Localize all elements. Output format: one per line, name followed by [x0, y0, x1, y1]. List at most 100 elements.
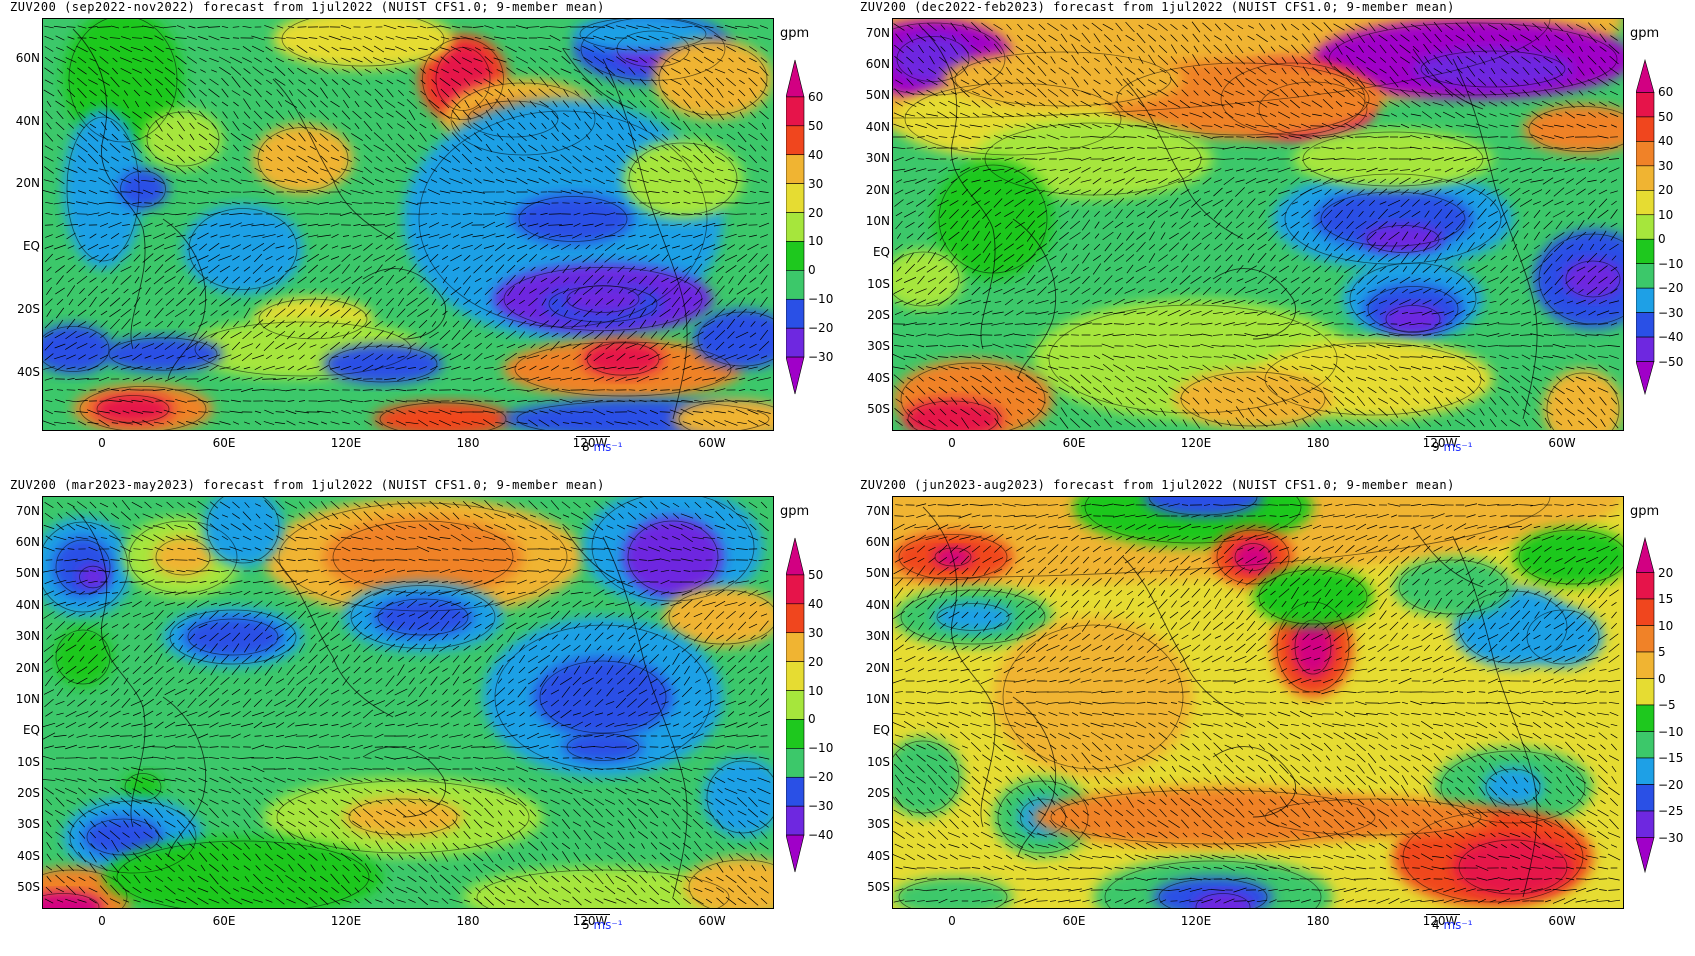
anomaly-region [943, 49, 1183, 109]
reference-unit: ms⁻¹ [1443, 918, 1473, 932]
contour-line [706, 760, 773, 834]
latitude-label: 20N [15, 660, 40, 675]
reference-unit: ms⁻¹ [1443, 440, 1473, 454]
colorbar-tick-label: −40 [1658, 330, 1684, 345]
colorbar-tick-label: −30 [1658, 305, 1684, 320]
latitude-label: 50N [865, 566, 890, 581]
colorbar-bin [1635, 651, 1655, 679]
colorbar-tick-label: −50 [1658, 354, 1684, 369]
latitude-label: 70N [865, 503, 890, 518]
latitude-label: 30N [865, 629, 890, 644]
latitude-label: EQ [872, 245, 890, 260]
anomaly-region [623, 139, 743, 219]
panel-title: ZUV200 (mar2023-may2023) forecast from 1… [10, 478, 605, 492]
latitude-label: 50S [867, 402, 890, 417]
panel-title: ZUV200 (dec2022-feb2023) forecast from 1… [860, 0, 1455, 14]
contour-line [1294, 619, 1332, 675]
contour-line [896, 36, 970, 82]
longitude-label: 0 [948, 914, 956, 928]
anomaly-region [43, 324, 113, 374]
colorbar-bin [1635, 598, 1655, 626]
latitude-label: 60N [865, 57, 890, 72]
anomaly-region [43, 892, 103, 908]
latitude-label: 40S [867, 848, 890, 863]
colorbar [1635, 536, 1655, 874]
contour-line [1048, 304, 1338, 414]
latitude-label: 30N [865, 151, 890, 166]
colorbar [785, 59, 805, 395]
longitude-label: 60E [212, 914, 236, 928]
contour-line [1216, 529, 1290, 585]
latitude-label: 60N [15, 50, 40, 65]
anomaly-region [533, 657, 673, 737]
latitude-label: EQ [872, 723, 890, 738]
map-panel-3: ZUV200 (mar2023-may2023) forecast from 1… [0, 478, 845, 956]
map-panel-1: ZUV200 (sep2022-nov2022) forecast from 1… [0, 0, 845, 478]
colorbar-tick-label: 60 [1658, 85, 1674, 100]
map-panel-4: ZUV200 (jun2023-aug2023) forecast from 1… [850, 478, 1695, 956]
colorbar-bin [785, 574, 805, 605]
colorbar-bin [785, 125, 805, 156]
colorbar-tick-label: −10 [1658, 724, 1684, 739]
colorbar-bin [1635, 784, 1655, 812]
colorbar-tick-label: 20 [808, 654, 824, 669]
contour-line [904, 82, 1122, 156]
colorbar-bin [1635, 678, 1655, 706]
longitude-label: 180 [1306, 436, 1330, 450]
anomaly-region [893, 737, 963, 817]
contour-line [566, 285, 640, 313]
reference-speed: 4 [1432, 918, 1440, 932]
anomaly-region [1543, 369, 1623, 430]
colorbar-bin [785, 154, 805, 184]
colorbar-tick-label: 50 [808, 567, 824, 582]
anomaly-region [273, 19, 453, 69]
anomaly-region [1523, 104, 1623, 154]
colorbar-tick-label: 40 [1658, 134, 1674, 149]
anomaly-region [1233, 542, 1273, 572]
coastline [362, 268, 446, 340]
anomaly-region [83, 817, 163, 857]
reference-vector: 5 ms⁻¹ [576, 914, 623, 932]
longitude-label: 180 [456, 436, 480, 450]
contour-line [1180, 371, 1326, 427]
contour-line [1398, 559, 1508, 615]
contour-line [377, 598, 469, 636]
longitude-label: 60E [1062, 436, 1086, 450]
contour-line [418, 110, 708, 328]
anomaly-region [53, 537, 113, 597]
anomaly-field [893, 497, 1623, 908]
colorbar-tick-label: −15 [1658, 751, 1684, 765]
colorbar-tick-label: −20 [808, 770, 834, 785]
longitude-label: 180 [1306, 914, 1330, 928]
longitude-label: 60W [698, 436, 726, 450]
longitude-label: 60W [1548, 436, 1576, 450]
latitude-label: 40N [865, 119, 890, 134]
colorbar [785, 536, 805, 878]
contour-line [108, 337, 218, 371]
longitude-label: 0 [948, 436, 956, 450]
colorbar [1635, 536, 1655, 878]
colorbar-tick-label: −10 [1658, 256, 1684, 271]
contour-line [936, 603, 1010, 631]
colorbar-tick-label: 0 [808, 263, 816, 278]
contour-line [1440, 750, 1586, 824]
anomaly-region [653, 39, 773, 119]
contour-line [258, 298, 368, 340]
colorbar [1635, 58, 1655, 396]
contour-line [1366, 225, 1440, 253]
colorbar-bin [785, 661, 805, 691]
colorbar-tick-label: 40 [808, 596, 824, 611]
contour-line [539, 660, 667, 734]
contour-line [128, 520, 238, 594]
contour-line [43, 326, 110, 372]
reference-speed: 9 [1432, 440, 1440, 454]
contour-line [1220, 62, 1366, 136]
contour-line [934, 547, 972, 567]
colorbar-tick-label: 15 [1658, 592, 1674, 606]
contour-line [893, 740, 960, 814]
contour-line [86, 818, 160, 856]
anomaly-region [1253, 797, 1493, 837]
colorbar-tick-label: 0 [1658, 671, 1666, 686]
coastline [602, 536, 688, 898]
longitude-label: 60E [212, 436, 236, 450]
